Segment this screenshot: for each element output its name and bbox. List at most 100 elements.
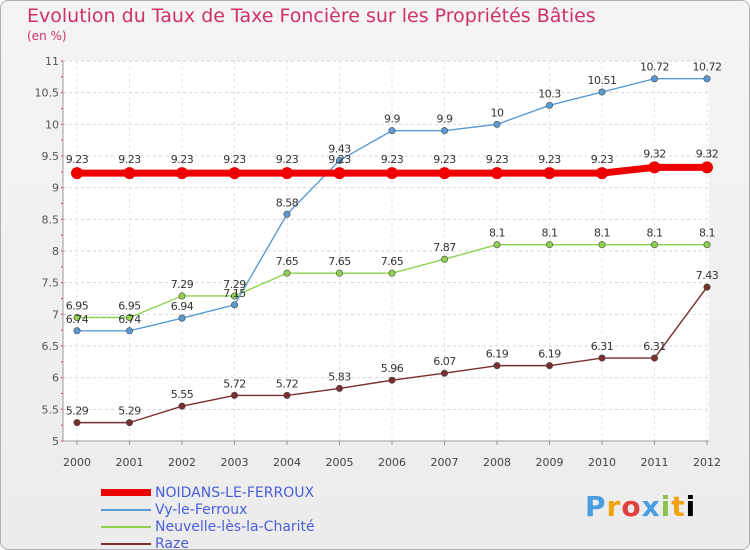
y-tick-label: 6	[52, 372, 59, 385]
data-label: 7.65	[276, 255, 299, 268]
plot-area	[63, 61, 709, 441]
data-point	[596, 167, 608, 180]
data-point	[388, 269, 396, 277]
data-point	[650, 75, 658, 83]
data-point	[493, 362, 501, 370]
legend-swatch	[101, 543, 151, 545]
data-label: 9.9	[384, 113, 400, 126]
data-label: 8.1	[489, 227, 505, 240]
data-point	[598, 354, 606, 362]
x-tick-label: 2012	[693, 456, 721, 469]
data-point	[545, 101, 553, 109]
data-point	[440, 127, 448, 135]
data-point	[73, 313, 81, 321]
data-label: 5.83	[328, 370, 351, 383]
data-label: 5.29	[66, 405, 89, 418]
data-point	[333, 167, 346, 180]
data-point	[178, 314, 186, 322]
data-point	[598, 88, 606, 96]
y-tick-label: 10.5	[35, 87, 60, 100]
legend-swatch	[101, 509, 151, 511]
y-tick-label: 5	[52, 435, 59, 448]
y-tick-label: 9	[52, 182, 59, 195]
y-tick-label: 8.5	[42, 213, 60, 226]
data-label: 5.96	[381, 362, 404, 375]
y-tick-label: 5.5	[42, 403, 60, 416]
y-tick-label: 6.5	[42, 340, 60, 353]
data-point	[650, 241, 658, 249]
data-point	[126, 327, 134, 335]
x-tick-label: 2008	[483, 456, 511, 469]
data-point	[73, 419, 81, 427]
data-label: 9.23	[591, 153, 614, 166]
x-tick-label: 2006	[378, 456, 406, 469]
data-label: 7.15	[223, 287, 246, 300]
data-point	[335, 156, 343, 164]
data-point	[493, 120, 501, 128]
y-tick-label: 10	[45, 118, 59, 131]
data-point	[545, 241, 553, 249]
proxiti-logo: Proxiti	[585, 490, 697, 523]
data-label: 8.1	[699, 227, 715, 240]
data-label: 7.43	[696, 269, 719, 282]
data-point	[281, 167, 293, 180]
data-point	[440, 255, 448, 263]
data-point	[440, 369, 448, 377]
data-point	[491, 167, 503, 180]
data-point	[126, 419, 134, 427]
data-label: 9.9	[437, 113, 453, 126]
data-label: 7.65	[328, 255, 351, 268]
data-point	[178, 402, 186, 410]
data-label: 7.65	[381, 255, 404, 268]
data-label: 8.1	[594, 227, 610, 240]
data-point	[703, 283, 711, 291]
legend-swatch	[101, 526, 151, 528]
data-label: 9.23	[118, 153, 141, 166]
data-point	[231, 391, 239, 399]
data-point	[545, 362, 553, 370]
data-point	[438, 167, 451, 180]
data-point	[650, 354, 658, 362]
data-label: 9.23	[486, 153, 509, 166]
data-point	[231, 301, 239, 309]
data-label: 10	[491, 106, 504, 119]
data-point	[388, 127, 396, 135]
data-point	[335, 269, 343, 277]
data-point	[123, 167, 136, 180]
data-label: 8.1	[542, 227, 558, 240]
data-label: 8.58	[276, 196, 299, 209]
y-tick-label: 7	[52, 308, 59, 321]
data-label: 9.23	[171, 153, 194, 166]
x-tick-label: 2011	[641, 456, 669, 469]
data-label: 8.1	[647, 227, 663, 240]
data-point	[335, 384, 343, 392]
data-label: 6.07	[433, 355, 456, 368]
data-label: 6.31	[643, 340, 666, 353]
data-label: 9.23	[276, 153, 299, 166]
data-label: 6.74	[66, 313, 89, 326]
data-point	[598, 241, 606, 249]
data-label: 6.94	[171, 300, 194, 313]
data-label: 6.74	[118, 313, 141, 326]
chart-unit-label: (en %)	[27, 29, 67, 43]
data-label: 6.31	[591, 340, 614, 353]
data-point	[648, 161, 661, 174]
data-label: 9.23	[381, 153, 404, 166]
data-label: 9.23	[223, 153, 246, 166]
data-label: 7.29	[171, 278, 194, 291]
data-point	[71, 167, 83, 180]
data-label: 5.72	[276, 377, 299, 390]
data-label: 10.3	[538, 87, 561, 100]
data-label: 5.72	[223, 377, 246, 390]
data-label: 9.43	[328, 142, 351, 155]
y-tick-label: 11	[45, 55, 59, 68]
data-point	[283, 269, 291, 277]
x-tick-label: 2000	[63, 456, 91, 469]
data-point	[176, 167, 188, 180]
data-label: 6.95	[66, 300, 89, 313]
legend-label: NOIDANS-LE-FERROUX	[155, 485, 315, 501]
data-label: 9.23	[66, 153, 89, 166]
data-point	[283, 210, 291, 218]
x-tick-label: 2004	[273, 456, 301, 469]
